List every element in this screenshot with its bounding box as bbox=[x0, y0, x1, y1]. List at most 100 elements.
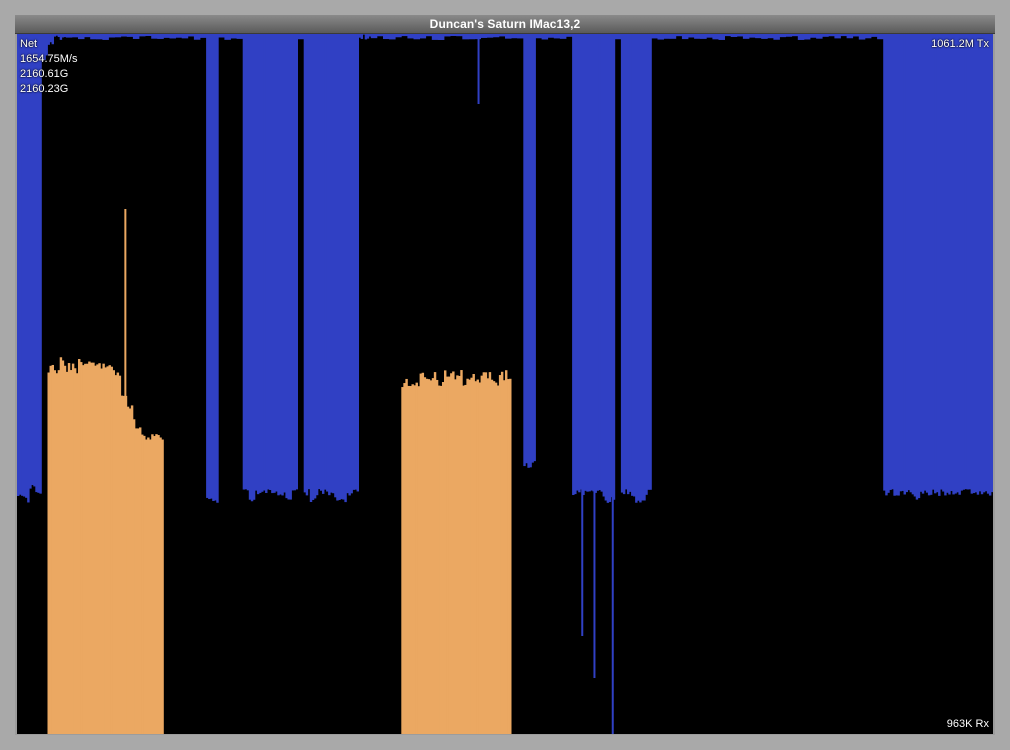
rx-bar bbox=[98, 363, 101, 734]
tx-bar bbox=[175, 34, 183, 38]
tx-bar bbox=[700, 34, 707, 39]
tx-bar bbox=[927, 34, 931, 496]
tx-bar bbox=[828, 34, 835, 37]
tx-bar bbox=[419, 34, 427, 39]
tx-bar bbox=[586, 34, 589, 492]
tx-bar bbox=[624, 34, 628, 490]
rx-bar bbox=[460, 370, 463, 734]
tx-bar bbox=[761, 34, 768, 39]
tx-bar bbox=[923, 34, 927, 491]
tx-bar bbox=[606, 34, 610, 503]
tx-bar bbox=[200, 34, 207, 38]
tx-bar bbox=[273, 34, 276, 493]
rx-bar bbox=[456, 375, 459, 734]
tx-drop-line bbox=[477, 34, 480, 104]
tx-bar bbox=[706, 34, 713, 38]
tx-bar bbox=[531, 34, 534, 463]
tx-bar bbox=[65, 34, 73, 38]
tx-bar bbox=[43, 34, 46, 61]
rx-bar bbox=[413, 385, 416, 734]
tx-bar bbox=[694, 34, 701, 39]
tx-bar bbox=[608, 34, 612, 502]
rx-bar bbox=[143, 435, 146, 734]
rx-bar bbox=[427, 379, 431, 734]
tx-bar bbox=[19, 34, 22, 495]
tx-bar bbox=[574, 34, 577, 495]
rx-bar bbox=[482, 372, 486, 734]
tx-bar bbox=[889, 34, 892, 490]
rx-bar bbox=[65, 371, 69, 734]
rx-bar bbox=[108, 365, 111, 734]
tx-bar bbox=[936, 34, 939, 493]
tx-bar bbox=[468, 34, 475, 40]
rx-bar bbox=[120, 395, 124, 734]
tx-bar bbox=[401, 34, 408, 37]
tx-bar bbox=[114, 34, 122, 38]
tx-bar bbox=[360, 34, 364, 39]
tx-bar bbox=[283, 34, 286, 493]
tx-bar bbox=[559, 34, 567, 39]
tx-bar bbox=[891, 34, 894, 490]
tx-bar bbox=[523, 34, 526, 467]
tx-bar bbox=[332, 34, 335, 494]
rx-bar bbox=[421, 372, 425, 734]
net-label: Net bbox=[20, 38, 38, 50]
rx-bar bbox=[448, 376, 451, 734]
tx-bar bbox=[90, 34, 97, 40]
tx-bar bbox=[948, 34, 951, 495]
rx-bar bbox=[86, 363, 89, 734]
tx-bar bbox=[938, 34, 941, 496]
tx-bar bbox=[822, 34, 829, 37]
title-bar[interactable]: Duncan's Saturn IMac13,2 bbox=[15, 15, 995, 34]
tx-bar bbox=[322, 34, 325, 494]
tx-bar bbox=[250, 34, 254, 502]
tx-bar bbox=[102, 34, 109, 40]
tx-bar bbox=[246, 34, 250, 491]
tx-bar bbox=[480, 34, 488, 38]
tx-bar bbox=[622, 34, 626, 495]
tx-bar bbox=[645, 34, 648, 495]
tx-bar bbox=[51, 34, 54, 45]
tx-bar bbox=[635, 34, 638, 503]
tx-bar bbox=[313, 34, 317, 499]
rx-bar bbox=[405, 378, 408, 734]
rx-bar bbox=[122, 395, 126, 734]
tx-bar bbox=[269, 34, 272, 491]
rx-bar bbox=[496, 385, 500, 734]
tx-bar bbox=[279, 34, 282, 495]
tx-bar bbox=[620, 34, 624, 493]
rx-bar bbox=[409, 386, 412, 734]
tx-bar bbox=[224, 34, 231, 40]
rx-bar bbox=[136, 428, 140, 734]
tx-bar bbox=[877, 34, 884, 40]
tx-bar bbox=[254, 34, 258, 491]
tx-bar bbox=[450, 34, 457, 37]
rx-bar bbox=[509, 378, 512, 734]
tx-bar bbox=[582, 34, 585, 496]
rx-bar bbox=[474, 381, 477, 734]
tx-bar bbox=[917, 34, 921, 499]
tx-bar bbox=[145, 34, 152, 37]
tx-bar bbox=[338, 34, 341, 500]
rx-bar bbox=[161, 439, 164, 734]
tx-bar bbox=[295, 34, 298, 490]
tx-bar bbox=[358, 34, 362, 38]
rx-bar bbox=[84, 363, 87, 734]
rx-bar bbox=[55, 373, 59, 734]
tx-bar bbox=[230, 34, 237, 39]
tx-bar bbox=[970, 34, 974, 494]
spike-layer bbox=[124, 34, 614, 734]
rx-bar bbox=[452, 371, 455, 734]
rx-bar bbox=[78, 359, 81, 734]
tx-bar bbox=[907, 34, 911, 491]
tx-bar bbox=[261, 34, 264, 492]
tx-bar bbox=[326, 34, 329, 492]
tx-bar bbox=[517, 34, 524, 39]
tx-bar bbox=[736, 34, 744, 37]
tx-bar bbox=[265, 34, 268, 494]
tx-bar bbox=[779, 34, 786, 38]
rx-bar bbox=[444, 370, 447, 734]
tx-bar bbox=[816, 34, 823, 39]
tx-bar bbox=[297, 34, 305, 40]
rx-bar bbox=[92, 362, 95, 734]
